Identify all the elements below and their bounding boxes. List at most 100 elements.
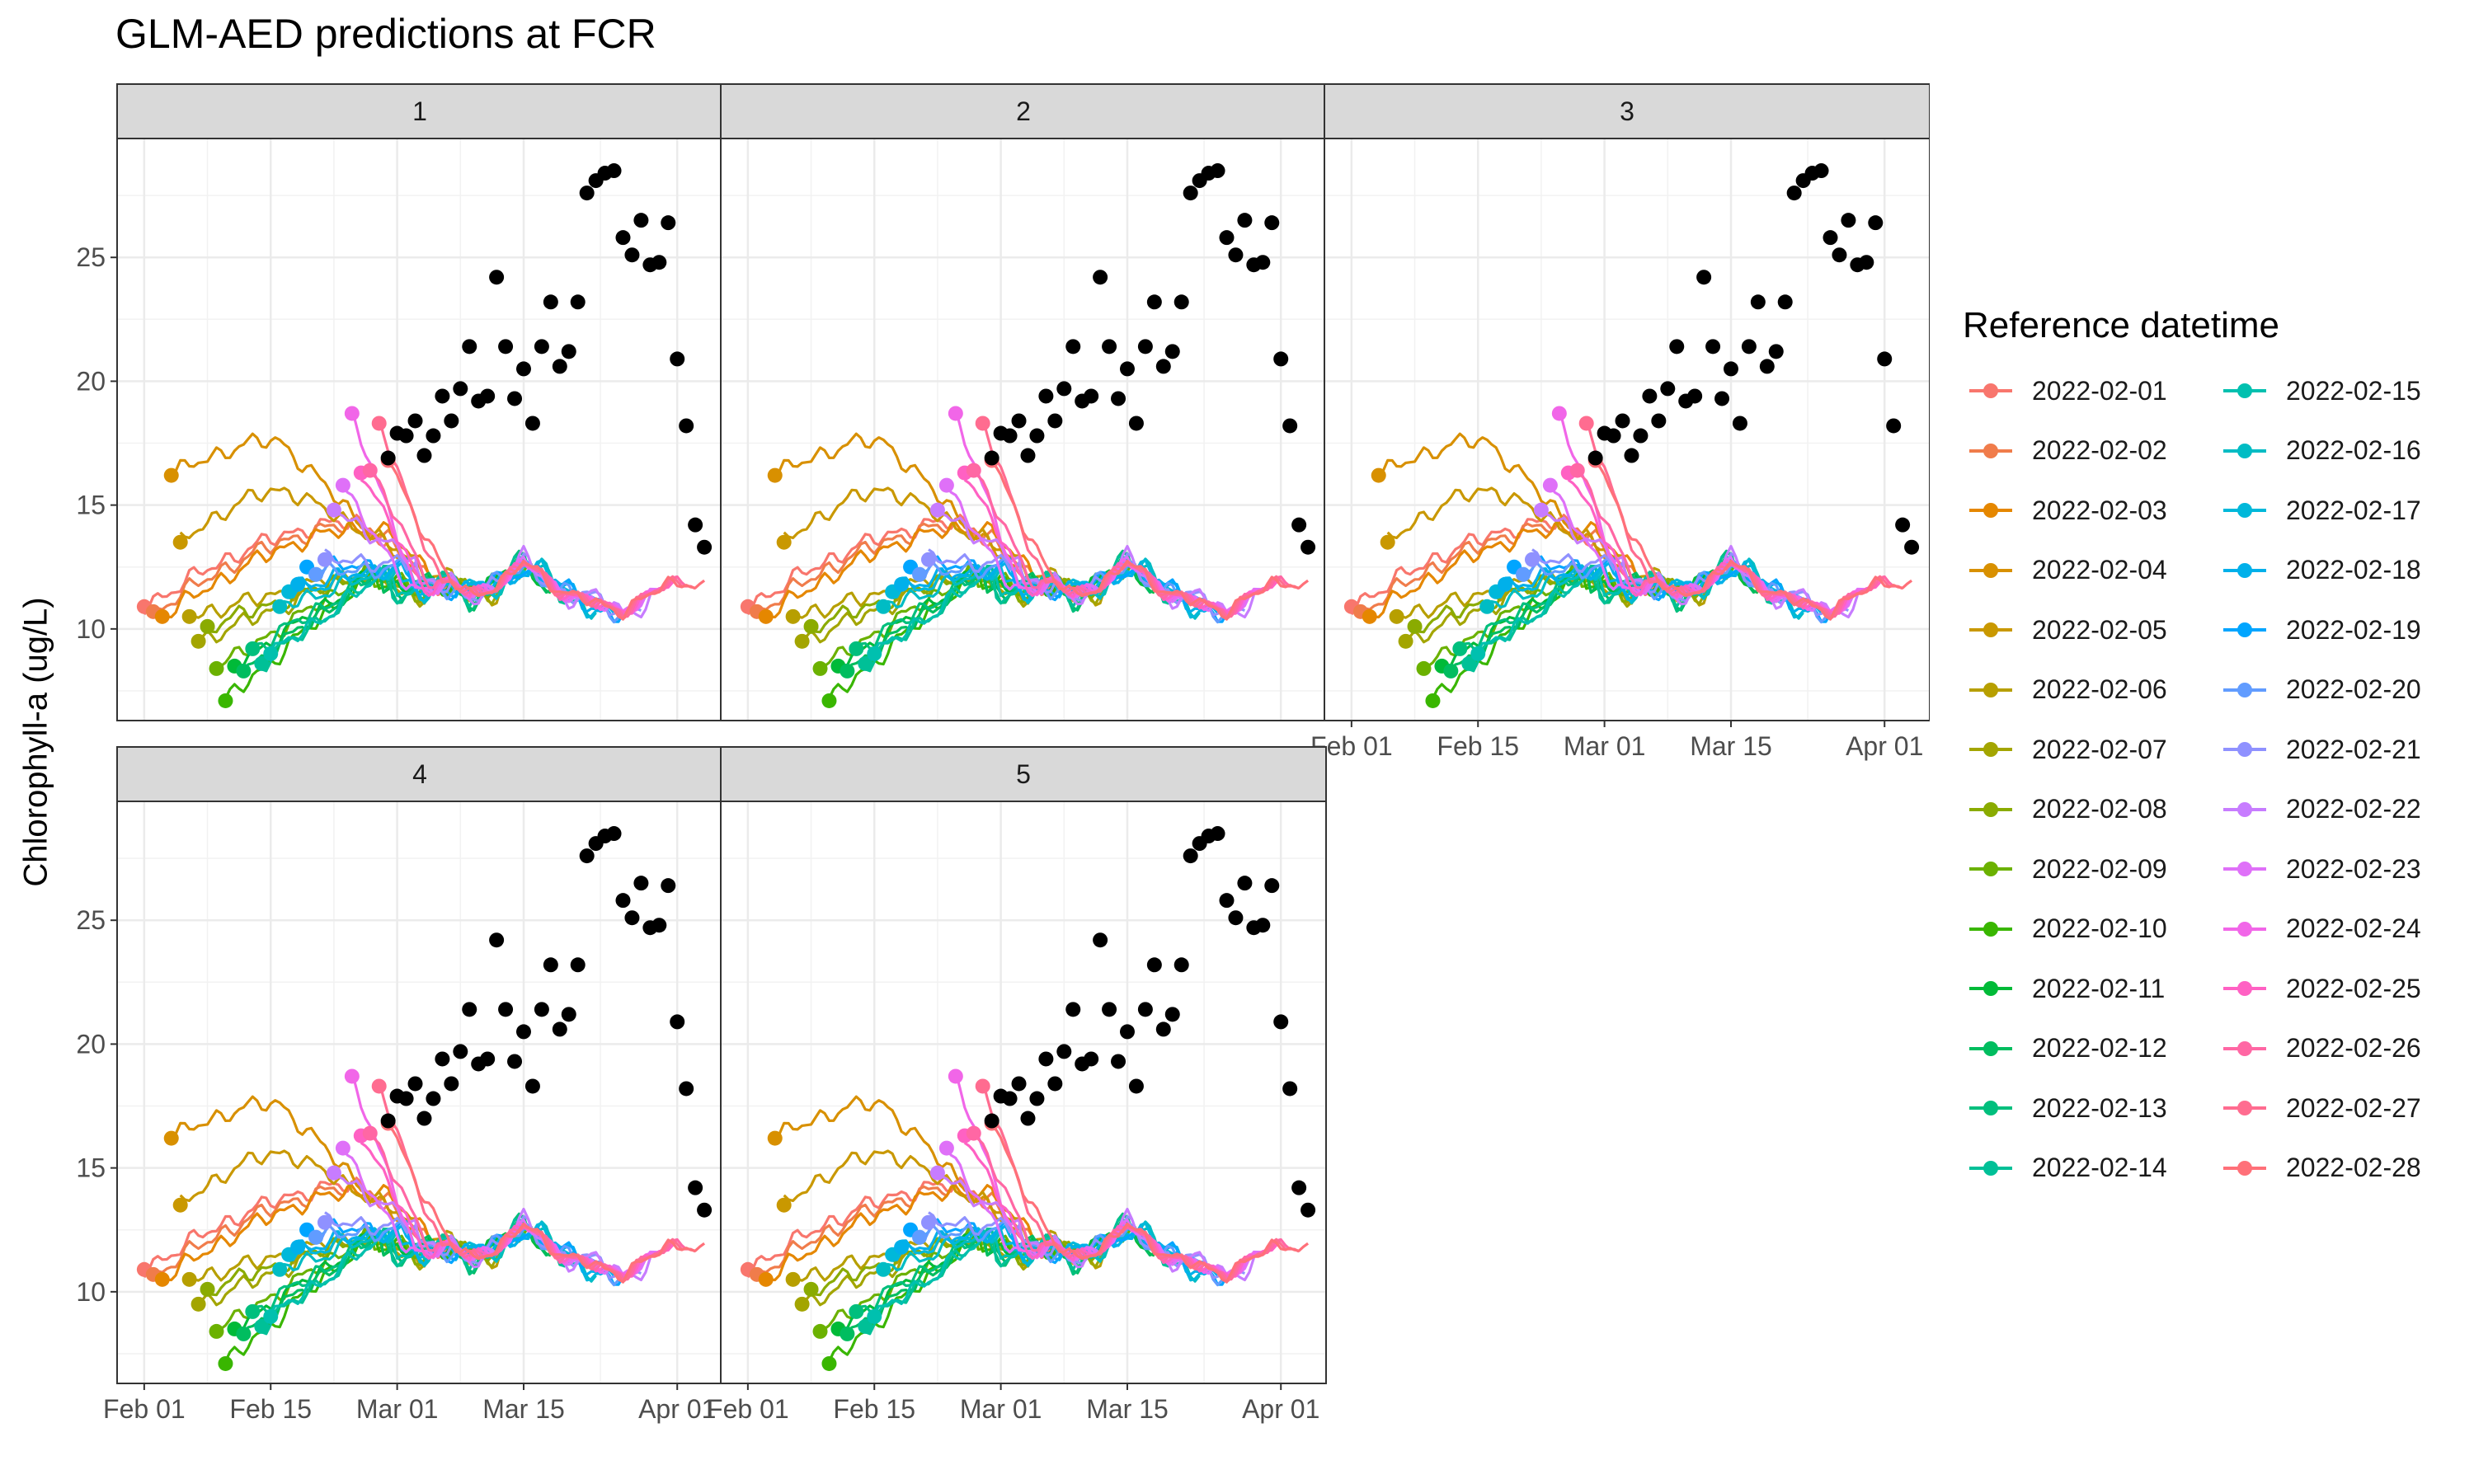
x-tick-label: Feb 15	[833, 1394, 915, 1424]
legend-key-icon	[1963, 972, 2019, 1005]
observation-point	[507, 1054, 523, 1069]
observation-point	[633, 213, 649, 228]
observation-point	[1642, 388, 1658, 404]
start-point-2022-02-13	[245, 641, 261, 656]
legend-item-2022-02-25: 2022-02-25	[2217, 959, 2464, 1019]
forecast-line-2022-02-25	[360, 1141, 679, 1278]
legend-key-icon	[2217, 554, 2273, 587]
observation-point	[1651, 413, 1667, 429]
forecast-start-points	[1343, 406, 1603, 708]
start-point-2022-02-14	[254, 1318, 270, 1334]
legend-key-icon	[1963, 434, 2019, 467]
forecast-line-2022-02-27	[981, 417, 1300, 621]
facet-strip	[720, 83, 1327, 139]
forecast-line-2022-02-13	[252, 1212, 570, 1313]
observation-point	[416, 448, 432, 463]
forecast-line-2022-02-28	[387, 463, 706, 621]
legend-label: 2022-02-28	[2286, 1153, 2421, 1183]
start-point-2022-02-10	[1425, 693, 1441, 708]
observation-point	[1047, 413, 1063, 429]
start-point-2022-02-06	[785, 608, 801, 624]
start-point-2022-02-26	[362, 463, 378, 478]
observation-point	[579, 186, 595, 201]
observation-point	[1606, 428, 1621, 444]
observation-point	[416, 1111, 432, 1126]
start-point-2022-02-24	[344, 1068, 360, 1084]
facet-panel-2: 2	[720, 83, 1327, 721]
forecast-line-2022-02-03	[1368, 521, 1687, 621]
start-point-2022-02-20	[1516, 566, 1531, 582]
forecast-line-2022-02-28	[1594, 463, 1913, 621]
observation-point	[670, 351, 685, 367]
start-point-2022-02-07	[190, 633, 206, 649]
start-point-2022-02-21	[317, 1214, 332, 1230]
start-point-2022-02-18	[1498, 576, 1513, 592]
observation-point	[552, 359, 567, 374]
start-point-2022-02-16	[876, 1261, 891, 1277]
start-point-2022-02-24	[1551, 406, 1567, 421]
observation-point	[453, 381, 468, 397]
start-point-2022-02-13	[245, 1303, 261, 1319]
legend-label: 2022-02-18	[2286, 555, 2421, 585]
forecast-line-2022-02-13	[855, 549, 1174, 650]
observation-points	[380, 163, 713, 555]
observation-point	[1228, 247, 1244, 263]
observation-point	[1255, 918, 1271, 933]
legend-label: 2022-02-08	[2032, 794, 2167, 824]
y-tick-label: 20	[76, 1029, 106, 1059]
observation-point	[1300, 1202, 1316, 1218]
observation-point	[1119, 1024, 1135, 1040]
x-tick-label: Feb 01	[707, 1394, 789, 1424]
forecast-line-2022-02-27	[981, 1080, 1300, 1284]
start-point-2022-02-18	[894, 576, 910, 592]
observation-points	[380, 826, 713, 1218]
legend-key-icon	[1963, 1152, 2019, 1185]
observation-point	[1084, 388, 1099, 404]
observation-point	[407, 1076, 423, 1092]
facet-strip	[116, 83, 723, 139]
observation-point	[480, 1051, 496, 1067]
start-point-2022-02-23	[335, 1140, 350, 1156]
observation-point	[1841, 213, 1856, 228]
start-point-2022-02-23	[938, 1140, 954, 1156]
legend-label: 2022-02-11	[2032, 973, 2166, 1003]
start-point-2022-02-10	[218, 1355, 233, 1371]
start-point-2022-02-08	[803, 1281, 819, 1297]
observation-point	[426, 428, 441, 444]
start-point-2022-02-13	[1452, 641, 1468, 656]
observation-point	[1164, 1007, 1180, 1022]
observation-point	[1084, 1051, 1099, 1067]
legend-key-icon	[1963, 613, 2019, 646]
legend-item-2022-02-19: 2022-02-19	[2217, 600, 2464, 660]
legend-label: 2022-02-06	[2032, 674, 2167, 705]
observation-point	[1047, 1076, 1063, 1092]
legend-item-2022-02-05: 2022-02-05	[1963, 600, 2217, 660]
start-point-2022-02-27	[975, 416, 990, 431]
start-point-2022-02-18	[290, 1239, 306, 1255]
y-tick-label: 10	[76, 614, 106, 644]
start-point-2022-02-16	[272, 1261, 288, 1277]
start-point-2022-02-21	[317, 552, 332, 567]
observation-point	[444, 1076, 459, 1092]
observation-point	[1273, 1014, 1289, 1030]
legend-label: 2022-02-24	[2286, 913, 2421, 944]
observation-point	[1669, 339, 1685, 355]
start-point-2022-02-23	[1542, 477, 1558, 493]
observation-point	[1210, 826, 1225, 842]
observation-point	[1587, 450, 1603, 466]
observation-point	[1137, 1002, 1153, 1017]
forecast-line-2022-02-22	[1540, 511, 1859, 619]
observation-point	[1868, 215, 1884, 231]
legend-item-2022-02-04: 2022-02-04	[1963, 541, 2217, 601]
legend-label: 2022-02-20	[2286, 674, 2421, 705]
start-point-2022-02-14	[858, 655, 873, 671]
start-point-2022-02-20	[912, 566, 928, 582]
start-point-2022-02-16	[1479, 599, 1495, 614]
faceted-line-chart: 1 10 15 20 25 2 3 Feb 01 Feb 15 Mar 01 Mar 15 Apr 0…	[76, 83, 1930, 1424]
observation-point	[570, 294, 586, 310]
observation-point	[579, 848, 595, 864]
observation-point	[1119, 361, 1135, 377]
start-point-2022-02-09	[812, 660, 828, 676]
observation-point	[1282, 1081, 1298, 1097]
observation-point	[1714, 391, 1730, 406]
